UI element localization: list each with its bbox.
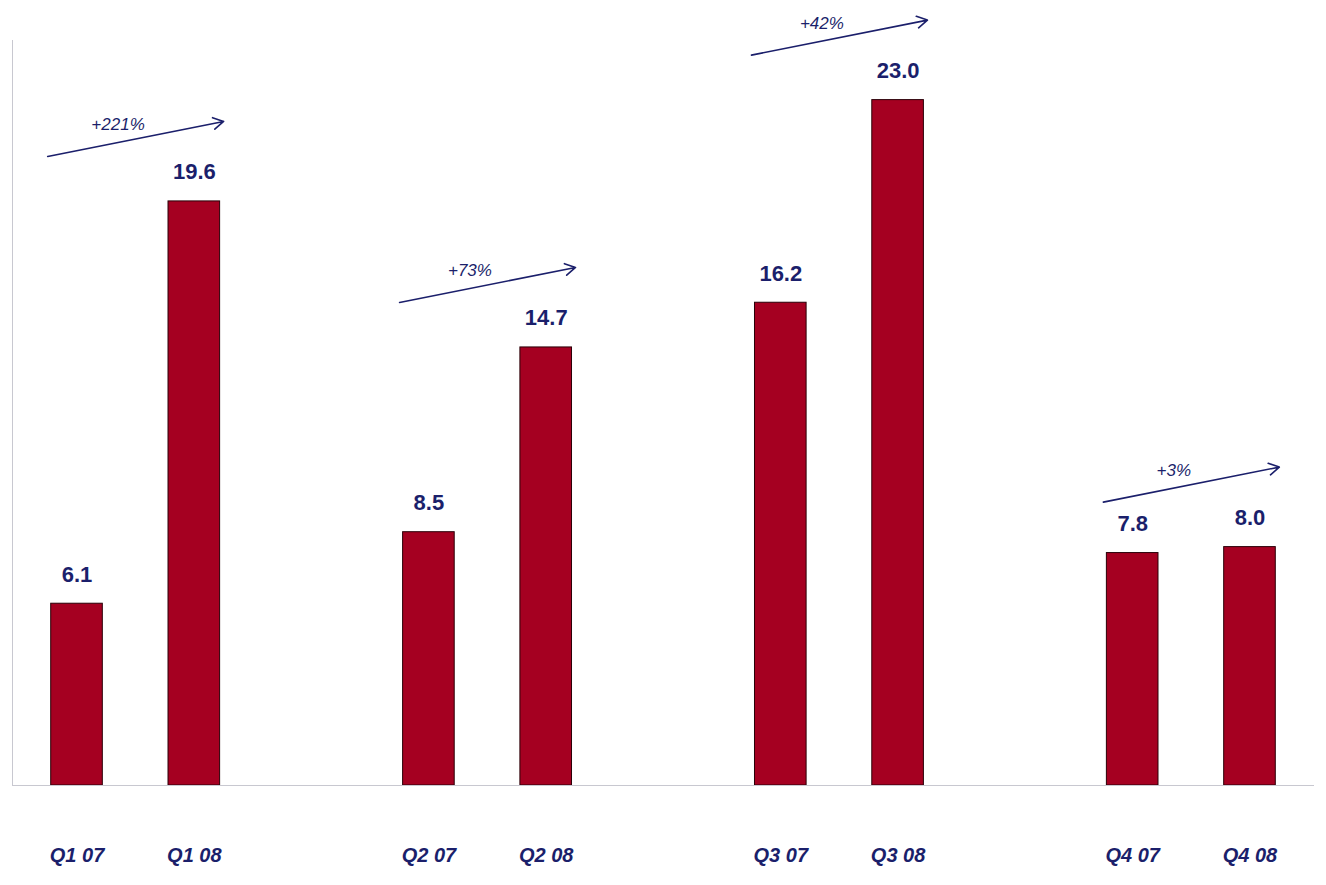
svg-text:8.0: 8.0 xyxy=(1235,505,1266,530)
svg-text:19.6: 19.6 xyxy=(173,159,216,184)
svg-text:+3%: +3% xyxy=(1156,461,1191,480)
svg-text:Q3 08: Q3 08 xyxy=(871,844,926,866)
svg-text:+221%: +221% xyxy=(91,115,144,134)
svg-text:Q2 07: Q2 07 xyxy=(402,844,457,866)
svg-text:Q2 08: Q2 08 xyxy=(519,844,574,866)
svg-text:Q1 08: Q1 08 xyxy=(167,844,222,866)
svg-text:7.8: 7.8 xyxy=(1117,511,1148,536)
svg-text:23.0: 23.0 xyxy=(877,58,920,83)
svg-text:14.7: 14.7 xyxy=(525,305,568,330)
svg-text:Q1 07: Q1 07 xyxy=(50,844,105,866)
svg-text:16.2: 16.2 xyxy=(759,261,802,286)
svg-text:+73%: +73% xyxy=(448,261,492,280)
svg-text:8.5: 8.5 xyxy=(414,490,445,515)
svg-text:Q4 08: Q4 08 xyxy=(1223,844,1278,866)
svg-text:+42%: +42% xyxy=(800,14,844,33)
svg-text:6.1: 6.1 xyxy=(62,562,93,587)
svg-text:Q4 07: Q4 07 xyxy=(1105,844,1160,866)
svg-text:Q3 07: Q3 07 xyxy=(754,844,809,866)
